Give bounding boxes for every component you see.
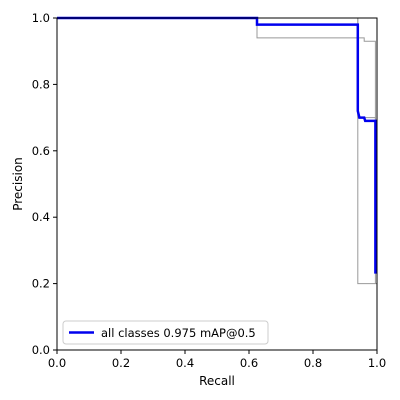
y-tick-label: 0.4	[32, 210, 50, 224]
legend: all classes 0.975 mAP@0.5	[62, 320, 269, 345]
y-tick-label: 1.0	[32, 11, 50, 25]
x-tick-label: 1.0	[368, 356, 386, 370]
series-line-all-classes	[57, 16, 377, 274]
y-tick-label: 0.0	[32, 343, 50, 357]
x-tick-label: 0.0	[48, 356, 66, 370]
series-line-class-1	[57, 17, 377, 285]
legend-box	[62, 320, 269, 345]
y-tick-label: 0.6	[32, 144, 50, 158]
x-tick-label: 0.4	[176, 356, 194, 370]
series-line-class-2	[57, 17, 376, 284]
x-axis-label: Recall	[199, 374, 235, 388]
tick-layer: 0.0 0.2 0.4 0.6 0.8 1.0 0.0 0.2 0.4 0.6 0.8 1.0	[32, 11, 386, 370]
x-tick-label: 0.8	[304, 356, 322, 370]
curve-layer	[57, 16, 377, 285]
y-tick-label: 0.2	[32, 277, 50, 291]
y-axis-label: Precision	[11, 157, 25, 211]
y-tick-label: 0.8	[32, 77, 50, 91]
x-tick-label: 0.6	[240, 356, 258, 370]
series-line-class-3	[57, 17, 376, 267]
legend-label: all classes 0.975 mAP@0.5	[101, 326, 256, 340]
x-tick-label: 0.2	[112, 356, 130, 370]
plot-frame	[56, 17, 378, 351]
